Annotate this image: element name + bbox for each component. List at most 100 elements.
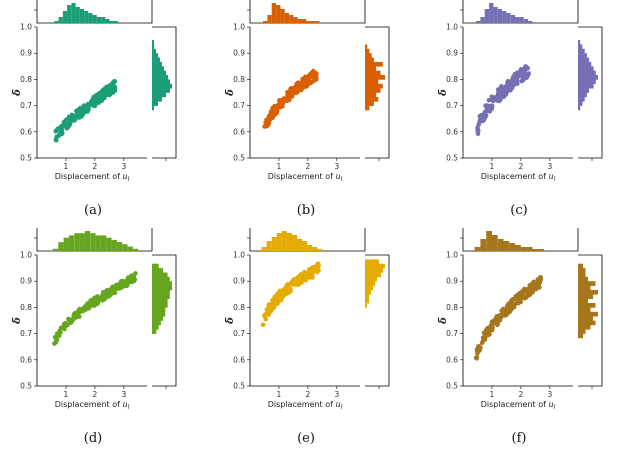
right-hist-bar xyxy=(365,303,367,308)
scatter-point xyxy=(124,283,130,288)
scatter-point xyxy=(112,290,118,295)
scatter-point xyxy=(515,292,521,297)
top-hist-bar xyxy=(528,21,533,23)
right-hist-bar xyxy=(152,263,159,269)
scatter-point xyxy=(479,113,485,118)
top-hist-bar xyxy=(84,231,91,251)
top-hist-bar xyxy=(297,19,303,23)
scatter-point xyxy=(106,92,111,97)
y-tick-label: 0.6 xyxy=(20,127,32,136)
x-axis-label: Displacement of ul xyxy=(481,400,556,411)
scatter-point xyxy=(260,322,266,328)
scatter-point xyxy=(521,287,526,293)
right-marginal-frame xyxy=(578,26,603,159)
scatter-point xyxy=(57,328,62,334)
scatter-point xyxy=(55,332,61,338)
right-hist-bar xyxy=(578,53,587,58)
top-hist-bar xyxy=(297,239,303,251)
x-tick-label: 3 xyxy=(547,390,552,399)
x-tick-label: 2 xyxy=(519,162,524,171)
scatter-point xyxy=(480,118,486,123)
top-hist-bar xyxy=(515,245,521,251)
scatter-point xyxy=(287,91,293,97)
right-hist-bar xyxy=(152,281,172,286)
top-hist-bar xyxy=(101,17,106,23)
panel-caption: (e) xyxy=(297,431,315,446)
right-marginal-frame xyxy=(578,254,603,387)
scatter-point xyxy=(504,312,509,317)
scatter-point xyxy=(301,275,306,281)
scatter-point xyxy=(102,90,108,95)
right-hist-bar xyxy=(578,320,596,326)
right-hist-bar xyxy=(365,285,373,291)
right-hist-bar xyxy=(578,333,583,339)
right-hist-bar xyxy=(578,101,583,106)
right-hist-bar xyxy=(365,88,381,93)
top-hist-bar xyxy=(286,233,292,251)
scatter-point xyxy=(479,340,485,346)
right-marginal-frame xyxy=(365,254,390,387)
top-hist-bar xyxy=(480,239,487,251)
y-tick-label: 1.0 xyxy=(446,251,458,260)
y-tick-label: 1.0 xyxy=(20,23,32,32)
right-hist-bar xyxy=(152,285,172,291)
y-tick-label: 0.9 xyxy=(20,277,32,286)
right-hist-bar xyxy=(365,276,377,282)
x-tick-label: 1 xyxy=(490,162,495,171)
top-hist-bar xyxy=(293,17,298,23)
top-hist-bar xyxy=(62,11,68,23)
top-hist-bar xyxy=(271,3,276,23)
scatter-point xyxy=(511,74,517,80)
scatter-point xyxy=(302,270,307,275)
top-hist-bar xyxy=(127,246,133,251)
top-hist-bar xyxy=(315,21,320,23)
scatter-point xyxy=(311,68,316,74)
right-hist-bar xyxy=(152,311,166,317)
scatter-point xyxy=(288,289,293,294)
right-hist-bar xyxy=(152,53,158,58)
x-tick-label: 2 xyxy=(306,162,311,171)
top-hist-bar xyxy=(491,235,498,251)
x-tick-label: 2 xyxy=(93,162,98,171)
right-hist-bar xyxy=(152,88,170,93)
top-hist-bar xyxy=(133,248,139,251)
right-hist-bar xyxy=(152,75,168,80)
top-marginal-frame xyxy=(249,0,366,24)
scatter-point xyxy=(68,117,73,122)
right-hist-bar xyxy=(365,259,379,265)
scatter-point xyxy=(65,124,71,129)
top-hist-bar xyxy=(261,247,267,251)
y-tick-label: 0.5 xyxy=(233,154,245,163)
right-hist-bar xyxy=(365,48,370,54)
top-hist-bar xyxy=(317,249,323,251)
scatter-point xyxy=(499,84,504,89)
scatter-point xyxy=(310,271,315,277)
x-tick-label: 1 xyxy=(277,390,282,399)
right-hist-bar xyxy=(578,48,585,54)
scatter-point xyxy=(90,97,95,102)
scatter-point xyxy=(58,130,63,135)
right-marginal-frame xyxy=(152,254,177,387)
top-hist-bar xyxy=(122,244,128,251)
scatter-point xyxy=(95,96,101,102)
scatter-point xyxy=(298,87,303,93)
scatter-point xyxy=(112,88,118,93)
top-hist-bar xyxy=(497,239,504,251)
right-hist-bar xyxy=(578,307,591,313)
top-hist-bar xyxy=(502,11,507,23)
x-tick-label: 2 xyxy=(519,390,524,399)
right-hist-bar xyxy=(578,303,596,308)
right-hist-bar xyxy=(365,79,379,85)
right-hist-bar xyxy=(152,268,164,273)
right-hist-bar xyxy=(578,66,594,71)
x-tick-label: 1 xyxy=(64,162,69,171)
right-hist-bar xyxy=(578,272,586,278)
right-hist-bar xyxy=(365,70,381,76)
scatter-point xyxy=(525,288,531,293)
x-tick-label: 1 xyxy=(277,162,282,171)
top-hist-bar xyxy=(71,3,76,23)
right-hist-bar xyxy=(152,101,158,106)
top-hist-bar xyxy=(79,233,85,251)
y-tick-label: 1.0 xyxy=(446,23,458,32)
scatter-point xyxy=(92,103,98,109)
